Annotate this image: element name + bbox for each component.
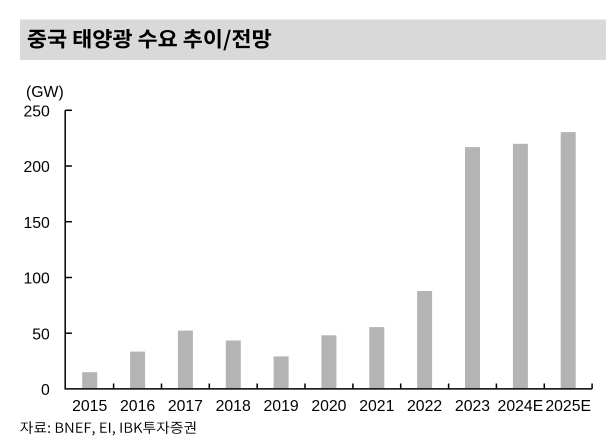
svg-text:2015: 2015 — [72, 398, 107, 415]
svg-text:100: 100 — [23, 271, 50, 288]
svg-text:250: 250 — [23, 103, 50, 120]
svg-text:2021: 2021 — [359, 398, 394, 415]
svg-text:2020: 2020 — [311, 398, 346, 415]
svg-text:200: 200 — [23, 159, 50, 176]
svg-text:2023: 2023 — [455, 398, 490, 415]
svg-text:2019: 2019 — [264, 398, 299, 415]
svg-text:2025E: 2025E — [545, 398, 591, 415]
svg-text:2018: 2018 — [216, 398, 251, 415]
svg-text:0: 0 — [41, 382, 50, 399]
svg-text:2016: 2016 — [120, 398, 155, 415]
svg-text:150: 150 — [23, 215, 50, 232]
svg-text:2017: 2017 — [168, 398, 203, 415]
svg-text:2022: 2022 — [407, 398, 442, 415]
svg-text:2024E: 2024E — [498, 398, 544, 415]
svg-text:(GW): (GW) — [26, 84, 64, 101]
svg-text:50: 50 — [32, 326, 50, 343]
